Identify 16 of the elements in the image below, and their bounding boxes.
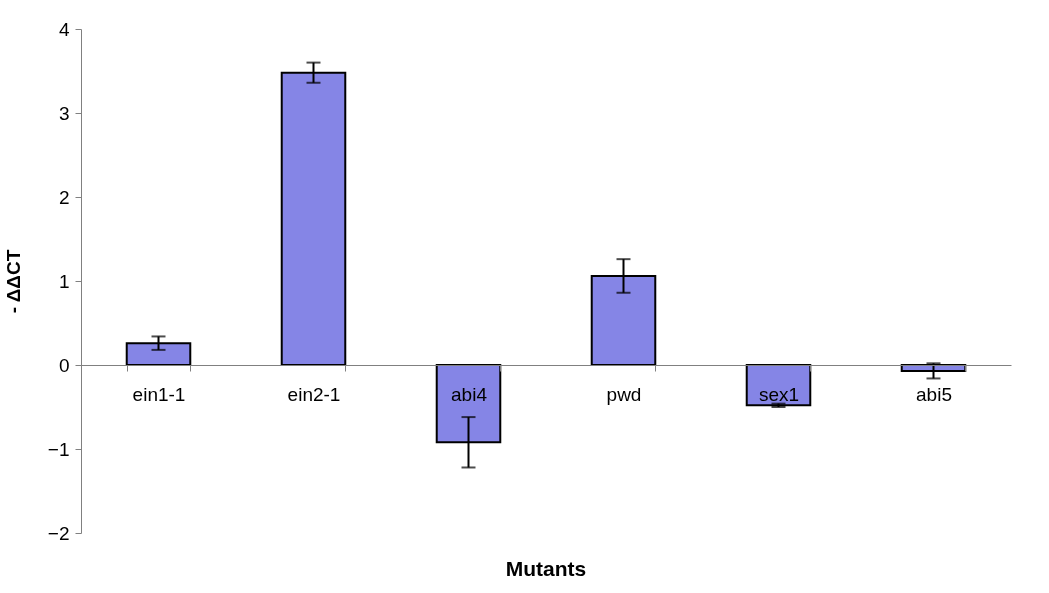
x-axis-title: Mutants xyxy=(505,557,587,580)
x-tick-label: sex1 xyxy=(758,383,800,405)
y-tick-label: 1 xyxy=(58,270,70,292)
y-tick-label: 3 xyxy=(58,102,70,124)
bar xyxy=(745,364,812,407)
y-tick-label: −2 xyxy=(47,522,70,544)
x-tick-label: abi5 xyxy=(916,383,952,405)
x-tick-label: ein1-1 xyxy=(132,383,186,405)
y-tick-label: −1 xyxy=(47,438,70,460)
x-tick-label: ein2-1 xyxy=(287,383,341,405)
y-axis-title: - ΔΔCT xyxy=(2,249,24,314)
y-tick-label: 4 xyxy=(58,18,70,40)
y-tick-label: 2 xyxy=(58,186,70,208)
x-tick-label: pwd xyxy=(606,383,642,405)
x-tick-label: abi4 xyxy=(451,383,488,405)
y-tick-label: 0 xyxy=(58,354,70,376)
